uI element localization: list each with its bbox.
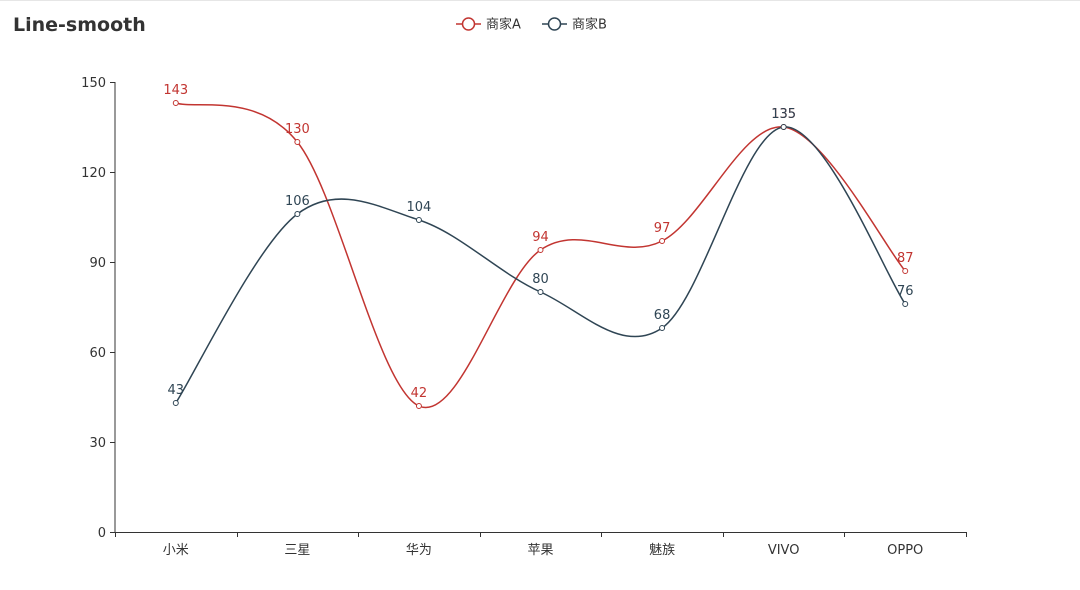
series-points <box>172 100 909 409</box>
series-line-1 <box>175 102 906 409</box>
data-label: 76 <box>897 284 914 299</box>
legend-label: 商家B <box>572 17 607 33</box>
top-divider <box>0 0 1080 1</box>
legend-item[interactable]: 商家B <box>542 17 607 33</box>
data-label: 143 <box>163 83 188 98</box>
data-point <box>780 124 787 130</box>
axes: 0 30 60 90 120 150 小米 三星 华为 苹果 魅族 VIVO OPPO <box>81 76 967 558</box>
data-label: 135 <box>771 107 796 122</box>
x-tick-label: 小米 <box>163 543 189 558</box>
x-tick-label: 苹果 <box>527 543 553 558</box>
x-tick-label: OPPO <box>887 543 923 558</box>
data-label: 97 <box>654 221 671 236</box>
data-point <box>294 139 301 145</box>
y-tick-label: 90 <box>89 256 106 271</box>
data-label: 87 <box>897 251 914 266</box>
data-point <box>172 100 179 106</box>
series-line-2 <box>175 126 906 404</box>
legend[interactable]: 商家A 商家B <box>456 17 607 33</box>
data-point <box>659 325 666 331</box>
data-point <box>902 268 909 274</box>
x-tick-label: VIVO <box>768 543 800 558</box>
legend-circle-icon <box>461 17 476 31</box>
data-point <box>415 403 422 409</box>
x-tick-label: 三星 <box>284 543 310 558</box>
data-point <box>537 247 544 253</box>
data-point <box>172 400 179 406</box>
data-point <box>537 289 544 295</box>
data-point <box>294 211 301 217</box>
data-point <box>902 301 909 307</box>
x-tick-label: 魅族 <box>649 542 675 558</box>
legend-item[interactable]: 商家A <box>456 17 521 33</box>
legend-circle-icon <box>547 17 562 31</box>
x-tick-label: 华为 <box>406 543 432 558</box>
data-label: 94 <box>532 230 549 245</box>
chart-title: Line-smooth <box>13 14 146 36</box>
data-label: 42 <box>411 386 428 401</box>
y-tick-label: 120 <box>81 166 106 181</box>
data-label: 68 <box>654 308 671 323</box>
data-label: 104 <box>407 200 432 215</box>
y-tick-label: 150 <box>81 76 106 91</box>
data-label: 80 <box>532 272 549 287</box>
data-point <box>415 217 422 223</box>
data-label: 43 <box>168 383 185 398</box>
data-label: 135 <box>771 107 796 122</box>
data-point <box>659 238 666 244</box>
y-tick-label: 0 <box>98 526 106 541</box>
series-lines <box>175 102 906 409</box>
data-label: 106 <box>285 194 310 209</box>
y-tick-label: 60 <box>89 346 106 361</box>
legend-label: 商家A <box>486 17 521 33</box>
y-tick-label: 30 <box>89 436 106 451</box>
data-label: 130 <box>285 122 310 137</box>
